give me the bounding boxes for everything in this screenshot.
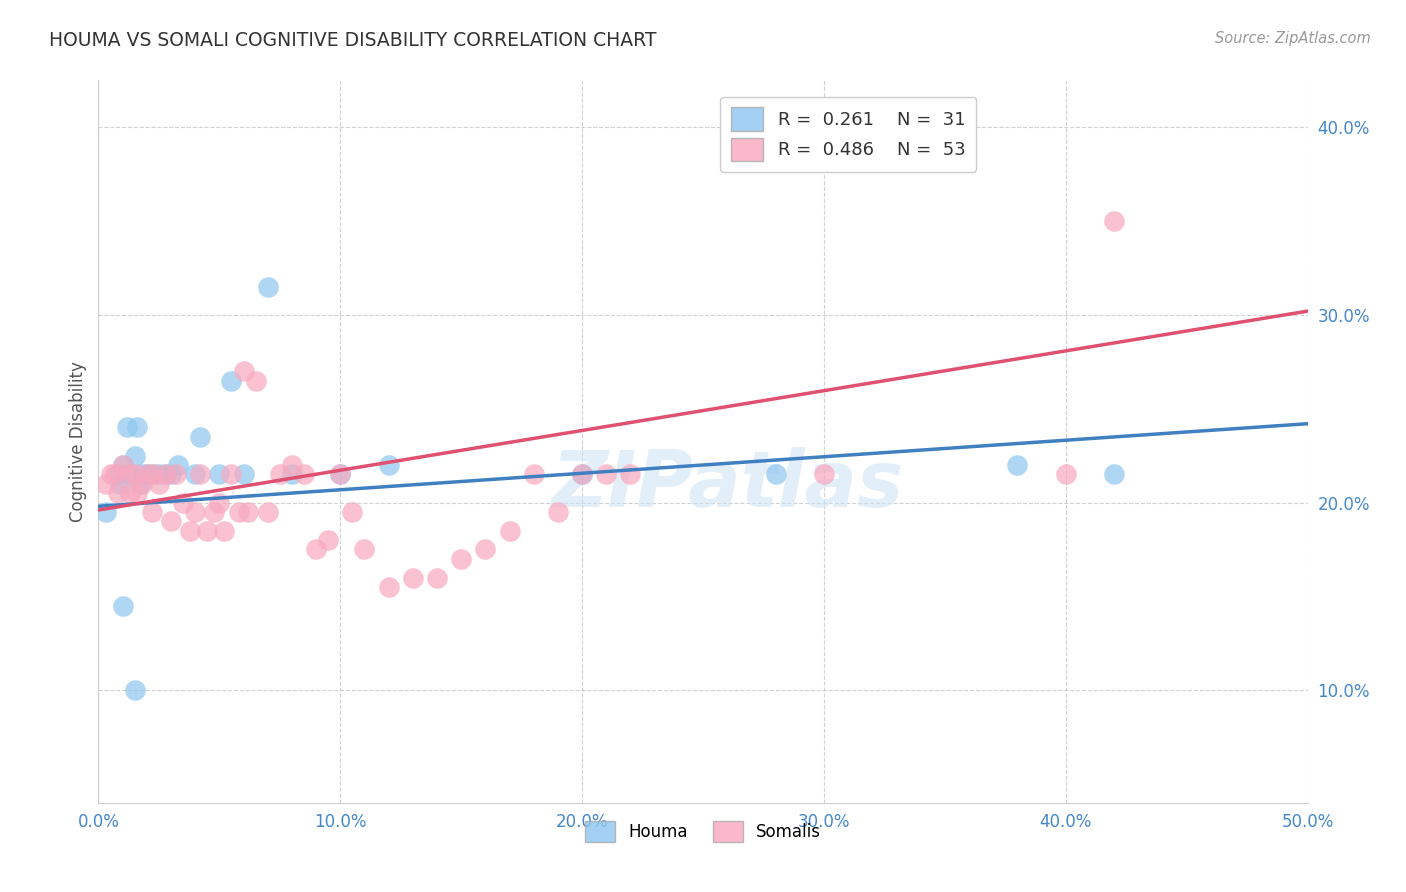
Point (127, 486, 149, 500)
Point (117, 420, 139, 434)
Point (131, 476, 153, 491)
Point (305, 542, 328, 557)
Point (111, 458, 134, 472)
Point (124, 449, 146, 463)
Point (184, 505, 207, 519)
Point (141, 505, 163, 519)
Point (450, 551, 472, 566)
Point (474, 542, 496, 557)
Point (316, 533, 339, 547)
Point (232, 467, 254, 482)
Point (167, 458, 190, 472)
Point (523, 467, 546, 482)
Point (128, 476, 150, 491)
Point (1102, 467, 1125, 482)
Point (148, 467, 170, 482)
Point (1054, 467, 1077, 482)
Point (221, 467, 243, 482)
Point (498, 524, 520, 538)
Point (160, 514, 183, 528)
Point (127, 420, 149, 434)
Point (135, 467, 157, 482)
Point (100, 467, 122, 482)
Point (160, 467, 183, 482)
Point (377, 580, 399, 594)
Point (1102, 214, 1125, 228)
Point (232, 364, 254, 378)
Point (426, 571, 449, 585)
Point (547, 505, 569, 519)
Text: Source: ZipAtlas.com: Source: ZipAtlas.com (1215, 31, 1371, 46)
Point (292, 467, 315, 482)
Point (813, 467, 835, 482)
Point (765, 467, 787, 482)
Point (188, 467, 211, 482)
Point (208, 495, 231, 509)
Point (107, 467, 129, 482)
Point (195, 524, 218, 538)
Point (108, 476, 131, 491)
Point (104, 467, 127, 482)
Point (179, 524, 201, 538)
Point (143, 467, 166, 482)
Point (238, 505, 260, 519)
Point (141, 467, 163, 482)
Point (111, 599, 134, 613)
Y-axis label: Cognitive Disability: Cognitive Disability (69, 361, 87, 522)
Text: HOUMA VS SOMALI COGNITIVE DISABILITY CORRELATION CHART: HOUMA VS SOMALI COGNITIVE DISABILITY COR… (49, 31, 657, 50)
Point (111, 458, 134, 472)
Point (212, 524, 235, 538)
Point (377, 458, 399, 472)
Point (402, 571, 425, 585)
Point (281, 458, 304, 472)
Point (118, 486, 141, 500)
Point (281, 467, 304, 482)
Point (155, 467, 177, 482)
Point (571, 467, 593, 482)
Point (184, 467, 207, 482)
Point (353, 542, 375, 557)
Point (269, 467, 291, 482)
Point (155, 467, 177, 482)
Point (1007, 458, 1029, 472)
Point (204, 505, 226, 519)
Point (172, 495, 194, 509)
Point (329, 467, 352, 482)
Point (107, 486, 129, 500)
Point (124, 683, 146, 698)
Point (342, 505, 364, 519)
Point (329, 467, 352, 482)
Point (117, 467, 139, 482)
Point (118, 467, 141, 482)
Text: ZIPatlas: ZIPatlas (551, 447, 903, 523)
Legend: Houma, Somalis: Houma, Somalis (575, 811, 831, 852)
Point (188, 430, 211, 444)
Point (221, 374, 243, 388)
Point (208, 467, 231, 482)
Point (228, 505, 250, 519)
Point (94, 505, 117, 519)
Point (165, 467, 187, 482)
Point (245, 374, 267, 388)
Point (135, 467, 157, 482)
Point (595, 467, 617, 482)
Point (256, 279, 278, 293)
Point (94, 476, 117, 491)
Point (571, 467, 593, 482)
Point (148, 476, 170, 491)
Point (619, 467, 641, 482)
Point (256, 505, 278, 519)
Point (124, 467, 146, 482)
Point (131, 467, 153, 482)
